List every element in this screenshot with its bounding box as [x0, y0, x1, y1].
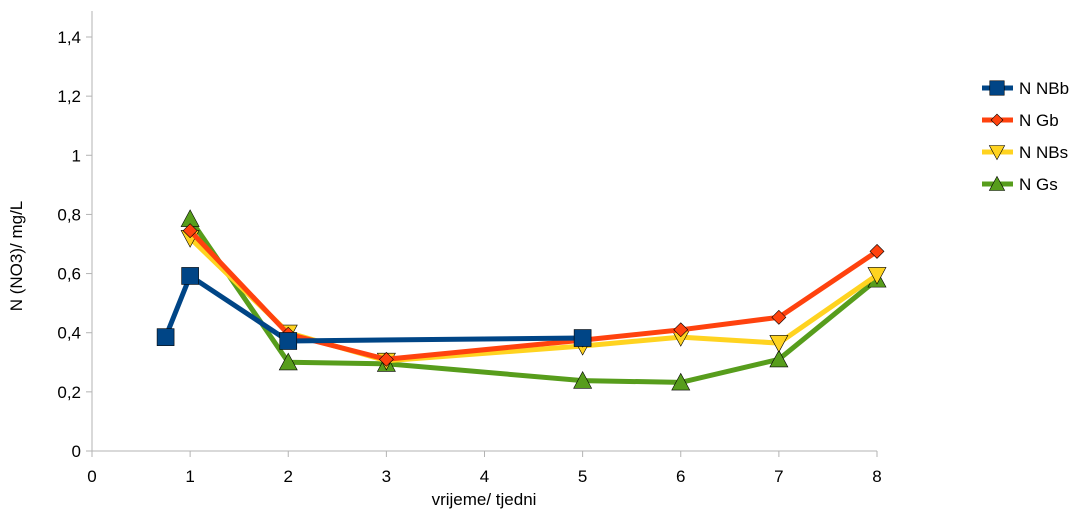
y-tick-label: 1,4	[57, 28, 81, 47]
data-point	[867, 267, 887, 285]
legend-label: N Gb	[1019, 111, 1059, 130]
x-tick-label: 2	[284, 467, 293, 486]
data-point	[573, 329, 592, 347]
y-tick-label: 1,2	[57, 87, 81, 106]
series-layer	[156, 209, 887, 391]
y-tick-label: 1	[72, 146, 81, 165]
y-tick-label: 0	[72, 442, 81, 461]
chart-axes: 0 0,2 0,4 0,6 0,8 1 1,2 1,4 0 1 2 3 4 5 6 7 8	[57, 11, 882, 486]
legend-marker	[988, 145, 1006, 161]
y-tick-label: 0,2	[57, 383, 81, 402]
series-n-nbb	[156, 267, 592, 350]
legend-label: N NBs	[1019, 143, 1068, 162]
x-tick-label: 4	[480, 467, 489, 486]
legend-marker	[989, 80, 1005, 96]
data-point	[573, 370, 593, 389]
data-point	[671, 372, 691, 391]
series-line	[163, 273, 586, 344]
y-tick-label: 0,6	[57, 265, 81, 284]
legend-item: N NBs	[982, 143, 1068, 162]
x-tick-label: 5	[578, 467, 587, 486]
series-line	[187, 216, 880, 385]
data-point	[769, 349, 789, 368]
legend-label: N Gs	[1019, 175, 1058, 194]
legend-label: N NBb	[1019, 79, 1069, 98]
data-point	[769, 335, 789, 353]
data-point	[869, 243, 885, 259]
x-tick-label: 3	[382, 467, 391, 486]
data-point	[771, 309, 787, 325]
chart-legend: N NBb N Gb N NBs N Gs	[982, 79, 1069, 194]
x-tick-label: 7	[774, 467, 783, 486]
legend-item: N NBb	[982, 79, 1069, 98]
data-point	[182, 223, 198, 239]
y-tick-label: 0,4	[57, 324, 81, 343]
x-tick-label: 0	[87, 467, 96, 486]
legend-marker	[990, 113, 1004, 127]
x-tick-label: 6	[676, 467, 685, 486]
data-point	[156, 328, 175, 346]
x-tick-label: 1	[185, 467, 194, 486]
data-point	[181, 267, 199, 285]
y-axis-label: N (NO3)/ mg/L	[7, 201, 26, 312]
x-axis-label: vrijeme/ tjedni	[432, 490, 537, 509]
legend-marker	[988, 175, 1006, 191]
legend-item: N Gb	[982, 111, 1059, 130]
data-point	[279, 332, 298, 350]
data-point	[378, 351, 394, 367]
series-n-gs	[180, 209, 887, 391]
data-point	[673, 322, 689, 338]
y-tick-label: 0,8	[57, 205, 81, 224]
x-tick-label: 8	[872, 467, 881, 486]
data-point	[278, 352, 298, 371]
legend-item: N Gs	[982, 175, 1058, 194]
